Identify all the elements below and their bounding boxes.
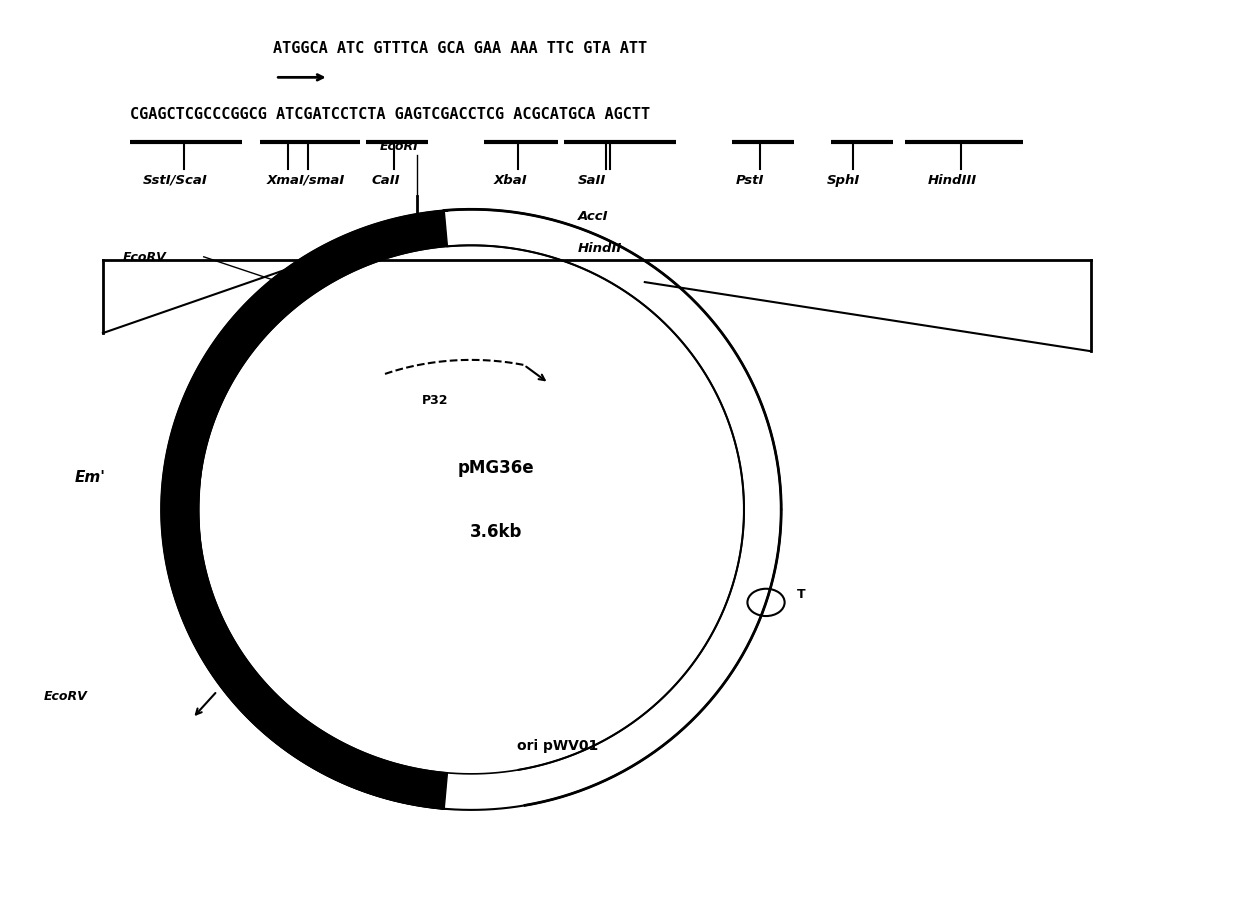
Text: SaII: SaII [578, 174, 606, 187]
Text: ori pWV01: ori pWV01 [517, 739, 599, 753]
Text: CaII: CaII [372, 174, 401, 187]
Text: SphI: SphI [827, 174, 861, 187]
Text: HindIII: HindIII [928, 174, 977, 187]
Text: PstI: PstI [735, 174, 764, 187]
Text: T: T [797, 588, 806, 601]
Text: XmaI/smaI: XmaI/smaI [267, 174, 345, 187]
Text: pMG36e: pMG36e [458, 460, 534, 477]
Text: CGAGCTCGCCCGGCG ATCGATCCTCTA GAGTCGACCTCG ACGCATGCA AGCTT: CGAGCTCGCCCGGCG ATCGATCCTCTA GAGTCGACCTC… [130, 107, 650, 122]
Text: 3.6kb: 3.6kb [470, 523, 522, 541]
Text: Em': Em' [74, 470, 105, 485]
Text: EcoRV: EcoRV [43, 690, 87, 703]
Text: EcoRV: EcoRV [123, 251, 167, 265]
Polygon shape [161, 210, 448, 809]
Text: ATGGCA ATC GTTTCA GCA GAA AAA TTC GTA ATT: ATGGCA ATC GTTTCA GCA GAA AAA TTC GTA AT… [273, 41, 647, 56]
Text: HindII: HindII [578, 242, 622, 255]
Text: XbaI: XbaI [494, 174, 527, 187]
Text: P32: P32 [422, 395, 448, 408]
Text: EcoRI: EcoRI [381, 140, 419, 153]
Text: SstI/ScaI: SstI/ScaI [143, 174, 207, 187]
Text: AccI: AccI [578, 210, 609, 223]
